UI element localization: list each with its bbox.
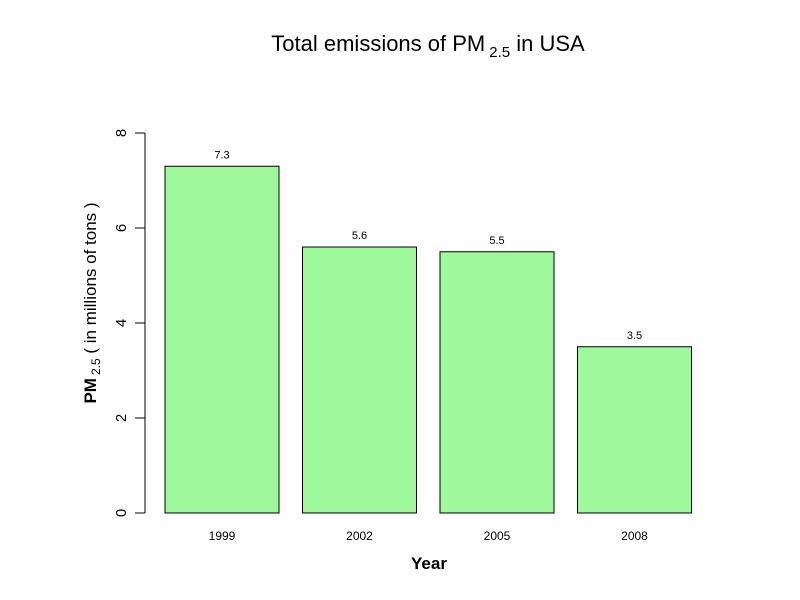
y-axis-label: PM 2.5 ( in millions of tons ) — [81, 202, 103, 403]
bar-value-label: 7.3 — [214, 149, 229, 161]
chart-title-subscript: 2.5 — [489, 44, 510, 61]
y-axis-label-subscript: 2.5 — [89, 358, 103, 375]
x-axis-category-labels: 1999 2002 2005 2008 — [209, 529, 649, 543]
x-category-label: 2005 — [484, 529, 511, 543]
bars — [164, 165, 692, 514]
bar-2002 — [302, 246, 417, 514]
bar-value-label: 5.5 — [489, 235, 504, 247]
y-tick-label: 6 — [113, 224, 130, 232]
y-axis-label-end: ( in millions of tons ) — [81, 202, 100, 358]
bar-value-label: 3.5 — [627, 330, 642, 342]
y-tick-label: 0 — [113, 509, 130, 517]
chart-title-end: in USA — [510, 31, 585, 56]
x-category-label: 2008 — [621, 529, 648, 543]
y-axis-label-main: PM — [81, 378, 100, 404]
bar-2005 — [439, 251, 555, 514]
chart-title: Total emissions of PM 2.5 in USA — [271, 31, 585, 61]
bar-value-label: 5.6 — [352, 230, 367, 242]
bar-1999 — [164, 165, 280, 514]
bar-2008 — [577, 346, 692, 514]
y-tick-label: 8 — [113, 129, 130, 137]
x-axis-label: Year — [411, 554, 447, 573]
y-tick-label: 4 — [113, 319, 130, 327]
chart-title-main: Total emissions of PM — [271, 31, 485, 56]
bar-value-labels: 7.3 5.6 5.5 3.5 — [214, 149, 642, 342]
x-category-label: 1999 — [209, 529, 236, 543]
x-category-label: 2002 — [346, 529, 373, 543]
y-axis-ticks: 0 2 4 6 8 — [113, 129, 145, 517]
y-tick-label: 2 — [113, 414, 130, 422]
